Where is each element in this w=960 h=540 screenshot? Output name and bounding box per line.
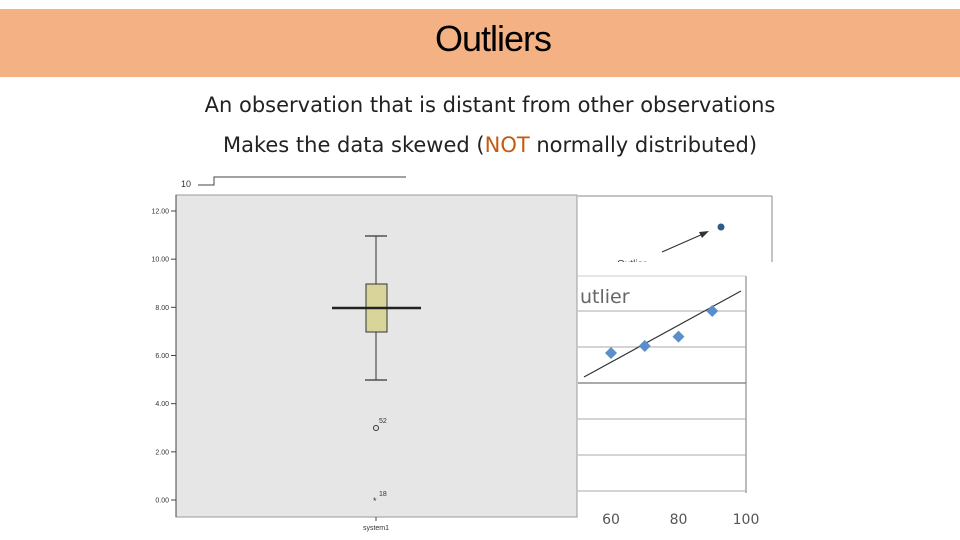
boxplot-y-tick-label: 2.00: [155, 449, 169, 456]
scatter-point: [605, 347, 617, 359]
outlier-arrow-shaft: [661, 233, 704, 253]
scatter-point: [706, 305, 719, 317]
scatter-grid: [578, 310, 746, 492]
boxplot-y-tick-label: 6.00: [155, 353, 169, 360]
line2-suffix: normally distributed): [529, 133, 758, 157]
outlier-label-52: 52: [379, 418, 387, 425]
outlier-marker-18: *: [373, 496, 377, 506]
scatter-x-tick-label: 60: [602, 512, 620, 528]
boxplot-y-tick-label: 0.00: [155, 498, 169, 505]
outlier-arrow-head: [699, 231, 709, 238]
trend-line: [583, 290, 742, 378]
scatter-points: [605, 305, 719, 359]
boxplot-y-tick-label: 8.00: [155, 305, 169, 312]
top-chart-outlier-point: [717, 223, 725, 231]
outlier-marker-52: [373, 425, 379, 431]
not-highlight: NOT: [484, 133, 530, 157]
scatter-x-tick-label: 100: [733, 512, 760, 528]
scatter-x-ticks: 60 80 100: [602, 512, 759, 528]
scatter-point: [672, 330, 685, 343]
boxplot-y-ticks: 12.00 10.00 8.00 6.00 4.00 2.00 0.00: [151, 209, 176, 505]
slide-title: Outliers: [434, 18, 552, 59]
scatter-chart: utlier 60 80 100: [578, 275, 759, 528]
boxplot-x-label: system1: [363, 525, 389, 532]
subtitle-line-2: Makes the data skewed (NOT normally dist…: [0, 133, 960, 157]
scatter-point: [638, 340, 651, 352]
top-chart: 10 Outlier: [181, 176, 780, 274]
top-chart-frame: [198, 176, 406, 186]
line2-prefix: Makes the data skewed (: [222, 133, 485, 157]
scatter-x-tick-label: 80: [670, 512, 688, 528]
boxplot-y-tick-label: 4.00: [155, 401, 169, 408]
scatter-title: utlier: [580, 286, 630, 308]
title-bar: [0, 9, 960, 77]
subtitle-line-1: An observation that is distant from othe…: [204, 93, 776, 117]
top-chart-crop: [600, 262, 780, 274]
outlier-label-18: 18: [379, 491, 387, 498]
boxplot-chart: 12.00 10.00 8.00 6.00 4.00 2.00 0.00 52 * 18 s…: [151, 194, 578, 532]
boxplot-y-tick-label: 10.00: [151, 257, 169, 264]
boxplot-y-tick-label: 12.00: [151, 209, 169, 216]
top-chart-tick: 10: [181, 179, 191, 189]
